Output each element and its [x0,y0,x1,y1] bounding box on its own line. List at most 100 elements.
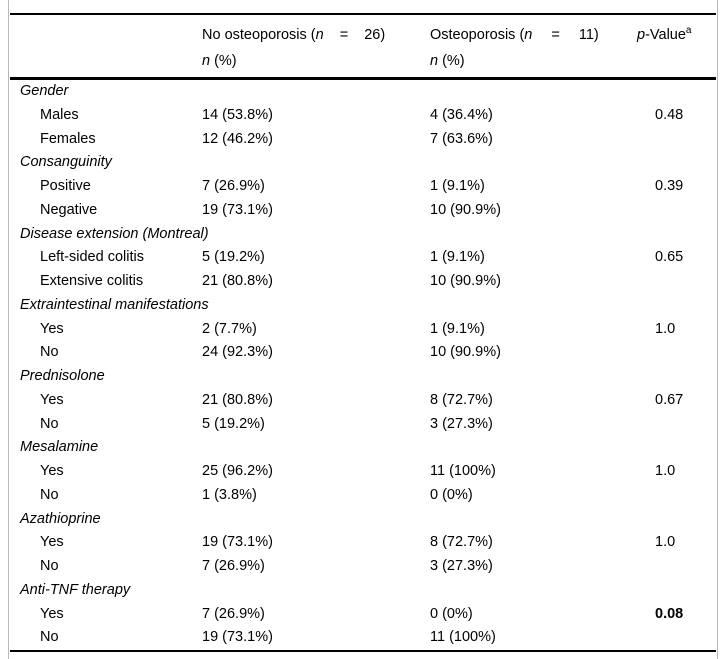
table-header: No osteoporosis (n = 26) Osteoporosis (n = 1… [10,15,716,77]
row-label: Left-sided colitis [40,249,144,266]
no-osteoporosis-value: 14 (53.8%) [202,106,273,123]
group-col2-spacer [202,508,430,532]
row-label: Positive [40,178,91,194]
osteoporosis-value: 7 (63.6%) [430,130,493,147]
table-row: Males 14 (53.8%) 4 (36.4%) 0.48 [10,104,716,128]
group-label: Anti-TNF therapy [20,581,131,598]
group-col4-spacer [637,436,716,460]
osteoporosis-value: 8 (72.7%) [430,534,493,551]
header-osteoporosis-count: 11) [578,27,599,43]
no-osteoporosis-value: 19 (73.1%) [202,201,273,218]
footnote-marker: a [685,25,692,37]
row-label: No [40,344,59,361]
group-col2-spacer [202,365,430,389]
p-value: 0.65 [655,249,684,266]
group-col4-spacer [637,365,716,389]
group-row: Anti-TNF therapy [10,579,716,603]
p-value: 1.0 [655,463,676,479]
table-body: Gender Males 14 (53.8%) 4 (36.4%) 0.48 Female… [10,80,716,650]
no-osteoporosis-value: 24 (92.3%) [202,344,273,361]
group-col4-spacer [637,80,716,104]
osteoporosis-value: 10 (90.9%) [430,344,501,361]
row-label: Extensive colitis [40,273,144,289]
p-value: 1.0 [655,534,676,551]
osteoporosis-value: 1 (9.1%) [430,249,485,266]
group-row: Prednisolone [10,365,716,389]
no-osteoporosis-value: 2 (7.7%) [202,320,257,337]
group-col2-spacer [202,151,430,175]
percent-label: (%) [214,53,237,69]
p-value [637,555,716,579]
group-col2-spacer [202,579,430,603]
group-col4-spacer [637,294,716,318]
row-label: Yes [40,320,64,337]
table-row: Yes 19 (73.1%) 8 (72.7%) 1.0 [10,531,716,555]
osteoporosis-value: 3 (27.3%) [430,558,493,574]
subheader-no-osteoporosis: n (%) [202,50,430,77]
group-col3-spacer [430,294,637,318]
group-label: Azathioprine [20,510,101,527]
row-label: No [40,415,59,432]
p-symbol: p [637,27,646,43]
no-osteoporosis-value: 19 (73.1%) [202,534,273,551]
group-label: Gender [20,83,69,99]
table-row: Positive 7 (26.9%) 1 (9.1%) 0.39 [10,175,716,199]
group-col3-spacer [430,365,637,389]
row-label: Yes [40,391,64,408]
n-symbol: n [202,53,211,69]
group-col3-spacer [430,151,637,175]
osteoporosis-value: 10 (90.9%) [430,201,501,218]
row-label: Yes [40,463,64,479]
row-label: No [40,486,59,503]
equals-sign: = [339,27,349,43]
row-label: Males [40,106,79,123]
p-value [637,270,716,294]
header-no-osteoporosis-text: No osteoporosis ( [202,27,316,43]
table-row: No 5 (19.2%) 3 (27.3%) [10,413,716,437]
group-col3-spacer [430,80,637,104]
group-col2-spacer [202,294,430,318]
table-row: Yes 7 (26.9%) 0 (0%) 0.08 [10,603,716,627]
row-label: Females [40,130,96,147]
no-osteoporosis-value: 7 (26.9%) [202,558,265,574]
n-symbol: n [315,27,324,43]
no-osteoporosis-value: 21 (80.8%) [202,391,273,408]
figure-left-border [8,0,9,659]
group-label: Mesalamine [20,439,99,456]
row-label: Yes [40,605,64,622]
osteoporosis-value: 11 (100%) [430,629,496,646]
group-col2-spacer [202,80,430,104]
no-osteoporosis-value: 1 (3.8%) [202,486,257,503]
header-p-value-text: -Value [645,27,686,43]
table-top-rule [10,13,716,15]
osteoporosis-value: 0 (0%) [430,486,473,503]
osteoporosis-value: 10 (90.9%) [430,273,501,289]
group-label: Extraintestinal manifestations [20,296,209,313]
table-header-rule [10,77,716,80]
no-osteoporosis-value: 25 (96.2%) [202,463,273,479]
p-value [637,341,716,365]
header-osteoporosis-text: Osteoporosis ( [430,27,525,43]
group-label: Prednisolone [20,368,105,384]
percent-label: (%) [442,53,465,69]
group-col4-spacer [637,579,716,603]
group-col3-spacer [430,436,637,460]
no-osteoporosis-value: 7 (26.9%) [202,178,265,194]
p-value: 0.39 [655,178,684,194]
group-row: Extraintestinal manifestations [10,294,716,318]
row-label: No [40,558,59,574]
header-osteoporosis: Osteoporosis (n = 11) [430,20,637,50]
no-osteoporosis-value: 7 (26.9%) [202,605,265,622]
p-value [637,413,716,437]
table-row: Yes 21 (80.8%) 8 (72.7%) 0.67 [10,389,716,413]
table-row: Females 12 (46.2%) 7 (63.6%) [10,128,716,152]
no-osteoporosis-value: 5 (19.2%) [202,249,265,266]
group-row: Mesalamine [10,436,716,460]
header-no-osteoporosis: No osteoporosis (n = 26) [202,20,430,50]
comparison-table: No osteoporosis (n = 26) Osteoporosis (n = 1… [10,0,716,652]
group-col2-spacer [202,436,430,460]
p-value [637,128,716,152]
osteoporosis-value: 1 (9.1%) [430,178,485,194]
group-col4-spacer [637,151,716,175]
